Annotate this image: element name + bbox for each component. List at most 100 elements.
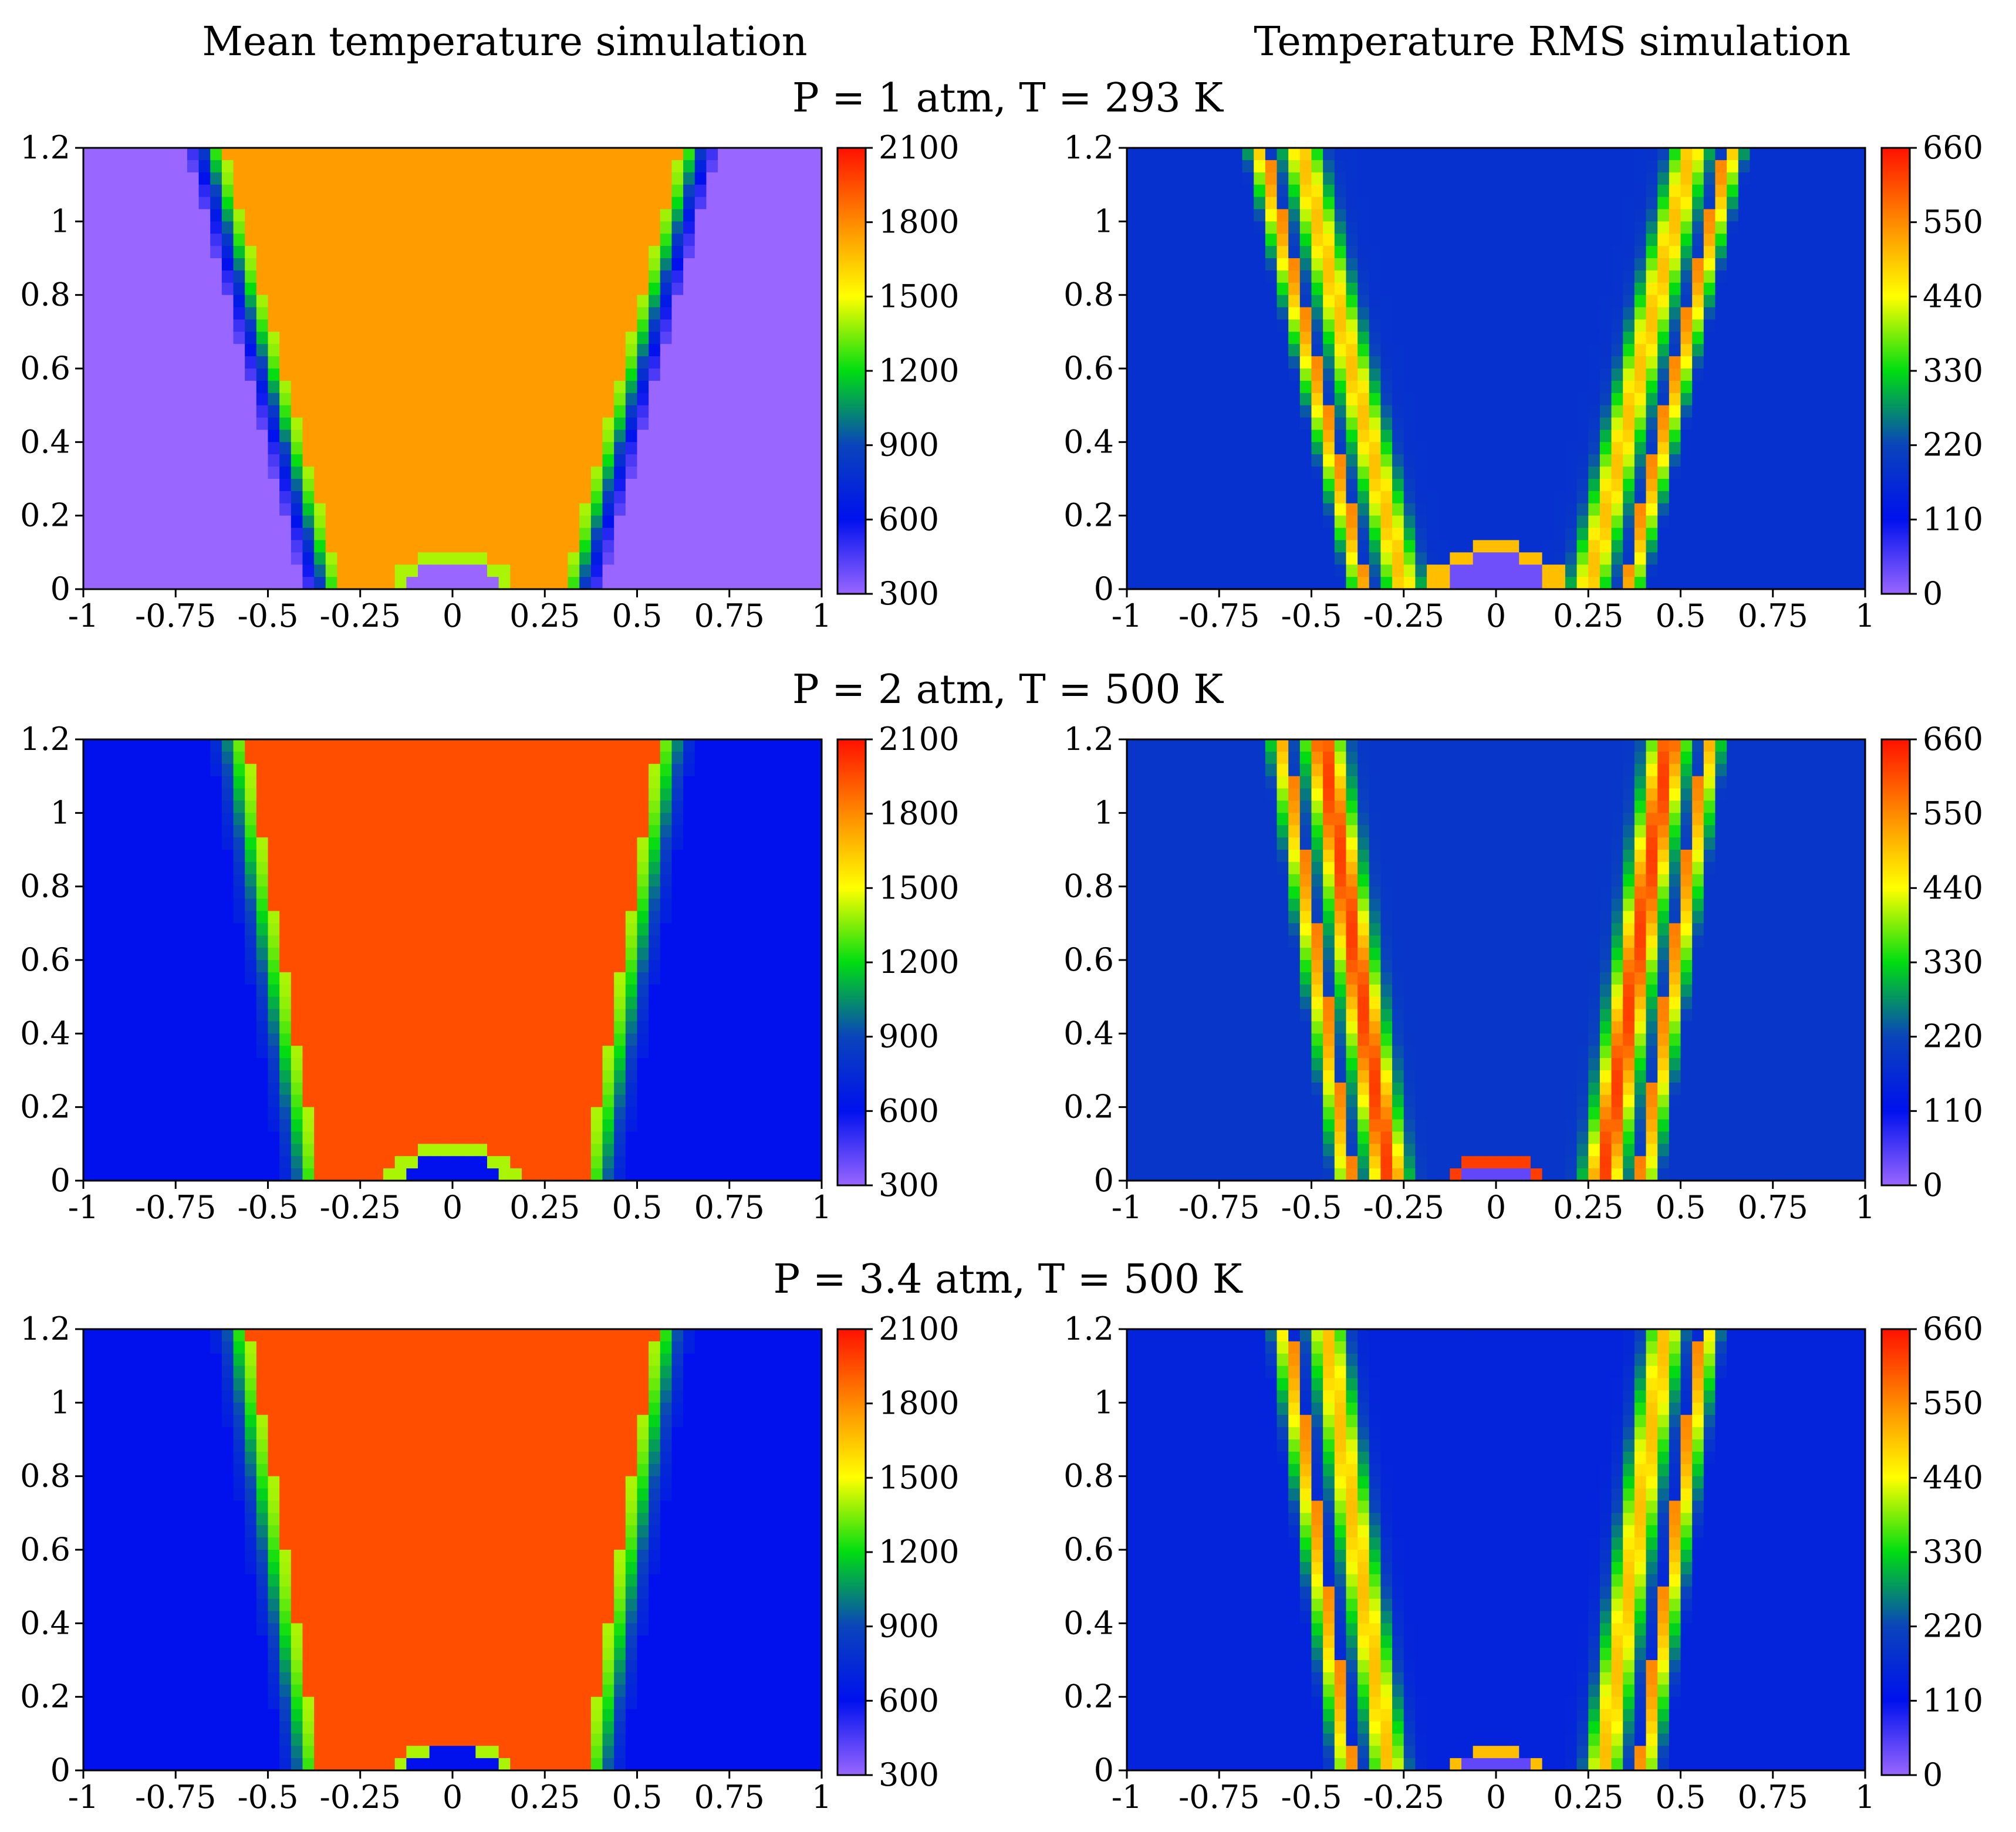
heatmap-cell xyxy=(1657,417,1670,431)
heatmap-cell xyxy=(1277,515,1289,529)
heatmap-cell xyxy=(1772,540,1785,553)
heatmap-cell xyxy=(452,160,465,173)
heatmap-cell xyxy=(1588,540,1600,553)
heatmap-cell xyxy=(1599,467,1612,479)
heatmap-cell xyxy=(210,552,222,565)
heatmap-cell xyxy=(579,417,592,431)
heatmap-cell xyxy=(464,552,476,565)
heatmap-cell xyxy=(152,184,165,198)
heatmap-cell xyxy=(649,282,661,296)
heatmap-cell xyxy=(1819,197,1831,210)
heatmap-cell xyxy=(545,515,557,529)
heatmap-cell xyxy=(164,380,176,394)
heatmap-cell xyxy=(302,295,315,308)
heatmap-cell xyxy=(1646,577,1658,590)
heatmap-cell xyxy=(1784,184,1796,198)
heatmap-cell xyxy=(441,417,453,431)
heatmap-cell xyxy=(1127,405,1139,418)
heatmap-cell xyxy=(660,515,673,529)
heatmap-cell xyxy=(775,405,788,418)
heatmap-cell xyxy=(1623,160,1635,173)
x-tick-label: 1 xyxy=(812,597,832,634)
heatmap-cell xyxy=(521,442,534,455)
heatmap-cell xyxy=(1519,491,1531,504)
heatmap-cell xyxy=(94,221,107,234)
heatmap-cell xyxy=(1831,356,1843,369)
heatmap-cell xyxy=(1311,234,1323,246)
heatmap-cell xyxy=(683,552,695,565)
heatmap-cell xyxy=(1853,246,1866,259)
heatmap-cell xyxy=(649,369,661,381)
heatmap-cell xyxy=(1796,209,1808,222)
heatmap-cell xyxy=(637,344,649,357)
heatmap-cell xyxy=(1692,160,1704,173)
x-tick-label: -0.75 xyxy=(135,597,216,634)
heatmap-cell xyxy=(764,258,776,271)
heatmap-cell xyxy=(533,515,545,529)
heatmap-cell xyxy=(1184,246,1197,259)
heatmap-cell xyxy=(1842,442,1854,455)
heatmap-cell xyxy=(94,307,107,320)
heatmap-cell xyxy=(349,295,361,308)
heatmap-cell xyxy=(279,197,292,210)
heatmap-cell xyxy=(129,503,141,516)
heatmap-cell xyxy=(729,184,742,198)
heatmap-cell xyxy=(1738,356,1751,369)
heatmap-cell xyxy=(521,282,534,296)
heatmap-cell xyxy=(117,356,130,369)
heatmap-cell xyxy=(418,380,430,394)
heatmap-cell xyxy=(1507,491,1519,504)
heatmap-cell xyxy=(418,209,430,222)
heatmap-cell xyxy=(1807,565,1819,577)
heatmap-cell xyxy=(1450,356,1462,369)
heatmap-cell xyxy=(1438,577,1450,590)
heatmap-cell xyxy=(1507,282,1519,296)
heatmap-cell xyxy=(1611,515,1623,529)
heatmap-cell xyxy=(637,417,649,431)
heatmap-cell xyxy=(590,380,603,394)
heatmap-cell xyxy=(429,479,441,492)
heatmap-cell xyxy=(1357,319,1370,332)
heatmap-cell xyxy=(464,776,476,789)
heatmap-cell xyxy=(279,515,292,529)
heatmap-cell xyxy=(1196,221,1208,234)
heatmap-cell xyxy=(221,739,234,752)
heatmap-cell xyxy=(1542,540,1554,553)
heatmap-cell xyxy=(1853,344,1866,357)
heatmap-cell xyxy=(406,282,418,296)
heatmap-cell xyxy=(1299,479,1312,492)
heatmap-cell xyxy=(1599,515,1612,529)
heatmap-cell xyxy=(1403,491,1416,504)
heatmap-cell xyxy=(718,172,730,185)
heatmap-cell xyxy=(233,282,245,296)
heatmap-cell xyxy=(1599,369,1612,381)
heatmap-cell xyxy=(314,454,326,467)
heatmap-cell xyxy=(314,515,326,529)
heatmap-cell xyxy=(1611,148,1623,161)
heatmap-cell xyxy=(1761,319,1774,332)
heatmap-cell xyxy=(1461,197,1474,210)
heatmap-cell xyxy=(164,467,176,479)
heatmap-cell xyxy=(314,393,326,406)
heatmap-cell xyxy=(1369,258,1382,271)
heatmap-cell xyxy=(694,282,707,296)
heatmap-cell xyxy=(1127,528,1139,541)
heatmap-cell xyxy=(487,763,499,777)
heatmap-cell xyxy=(1554,246,1566,259)
heatmap-cell xyxy=(164,344,176,357)
heatmap-cell xyxy=(383,552,396,565)
heatmap-cell xyxy=(360,763,373,777)
heatmap-cell xyxy=(533,479,545,492)
heatmap-cell xyxy=(429,528,441,541)
heatmap-cell xyxy=(752,442,765,455)
heatmap-cell xyxy=(787,405,799,418)
heatmap-cell xyxy=(649,430,661,442)
heatmap-cell xyxy=(1657,393,1670,406)
heatmap-cell xyxy=(706,184,718,198)
heatmap-cell xyxy=(441,763,453,777)
heatmap-cell xyxy=(1357,234,1370,246)
heatmap-cell xyxy=(1161,417,1174,431)
heatmap-cell xyxy=(1207,515,1220,529)
heatmap-cell xyxy=(510,417,522,431)
heatmap-cell xyxy=(117,776,130,789)
